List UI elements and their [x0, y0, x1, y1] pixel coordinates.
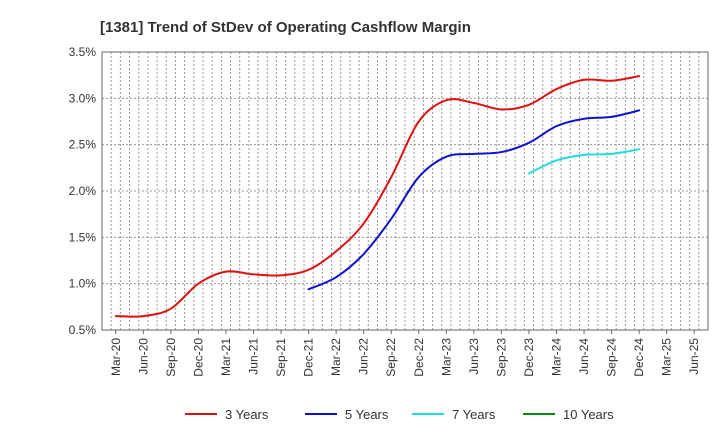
- x-tick-label: Jun-20: [136, 338, 150, 375]
- x-tick-label: Sep-21: [274, 338, 288, 377]
- x-tick-label: Mar-20: [109, 338, 123, 376]
- x-axis: Mar-20 Jun-20 Sep-20 Dec-20 Mar-21 Jun-21 Sep-…: [109, 330, 701, 377]
- series-line-1: [307, 109, 641, 291]
- x-tick-label: Jun-21: [247, 338, 261, 375]
- x-tick-label: Mar-25: [660, 338, 674, 376]
- x-tick-label: Mar-21: [219, 338, 233, 376]
- x-tick-label: Jun-25: [687, 338, 701, 375]
- series-line-2: [527, 148, 641, 175]
- y-tick-label: 3.0%: [69, 91, 97, 105]
- x-tick-label: Dec-20: [191, 338, 205, 377]
- x-tick-label: Jun-22: [357, 338, 371, 375]
- x-tick-label: Mar-22: [329, 338, 343, 376]
- chart-title: [1381] Trend of StDev of Operating Cashf…: [100, 19, 471, 36]
- series-lines: [114, 75, 641, 318]
- x-tick-label: Jun-23: [467, 338, 481, 375]
- y-tick-label: 1.5%: [69, 230, 97, 244]
- x-tick-label: Sep-20: [164, 338, 178, 377]
- y-axis: 0.5% 1.0% 1.5% 2.0% 2.5% 3.0% 3.5%: [69, 45, 97, 337]
- legend-label: 3 Years: [225, 407, 269, 422]
- y-tick-label: 3.5%: [69, 45, 97, 59]
- x-tick-label: Jun-24: [577, 338, 591, 375]
- x-tick-label: Dec-21: [302, 338, 316, 377]
- x-tick-label: Mar-23: [439, 338, 453, 376]
- legend-label: 5 Years: [345, 407, 389, 422]
- x-tick-label: Dec-23: [522, 338, 536, 377]
- y-tick-label: 0.5%: [69, 323, 97, 337]
- x-tick-label: Mar-24: [550, 338, 564, 376]
- x-tick-label: Dec-24: [632, 338, 646, 377]
- x-tick-label: Sep-22: [384, 338, 398, 377]
- x-tick-label: Sep-24: [605, 338, 619, 377]
- x-tick-label: Dec-22: [412, 338, 426, 377]
- y-tick-label: 1.0%: [69, 277, 97, 291]
- legend-label: 7 Years: [452, 407, 496, 422]
- y-tick-label: 2.0%: [69, 184, 97, 198]
- y-tick-label: 2.5%: [69, 138, 97, 152]
- plot-frame: [101, 51, 709, 331]
- x-tick-label: Sep-23: [494, 338, 508, 377]
- legend: 3 Years 5 Years 7 Years 10 Years: [185, 407, 614, 422]
- series-line-0: [114, 75, 641, 318]
- legend-label: 10 Years: [563, 407, 614, 422]
